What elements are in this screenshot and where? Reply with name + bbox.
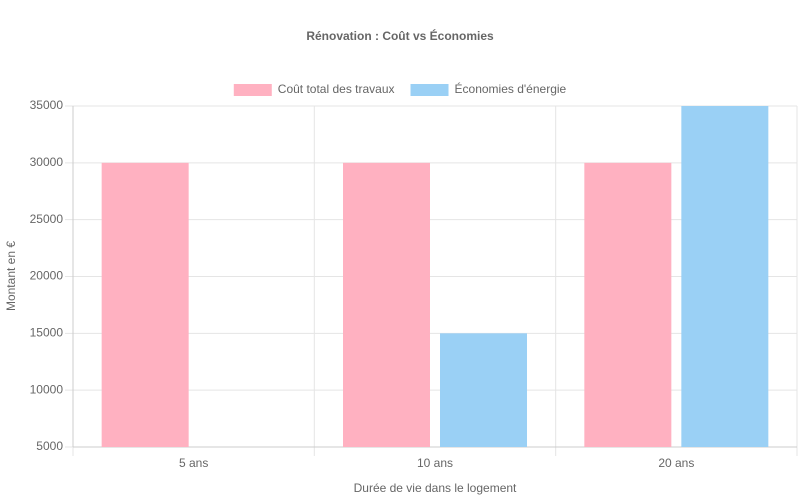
y-tick-label: 5000 bbox=[36, 439, 63, 453]
legend-label: Coût total des travaux bbox=[278, 82, 395, 96]
chart-title: Rénovation : Coût vs Économies bbox=[306, 28, 494, 43]
x-tick-label: 5 ans bbox=[179, 456, 208, 470]
y-tick-label: 20000 bbox=[30, 269, 64, 283]
y-tick-label: 25000 bbox=[30, 212, 64, 226]
y-tick-label: 30000 bbox=[30, 155, 64, 169]
legend-swatch bbox=[233, 84, 272, 96]
y-tick-label: 35000 bbox=[30, 98, 64, 112]
y-axis-title: Montant en € bbox=[4, 241, 18, 311]
y-tick-label: 15000 bbox=[30, 326, 64, 340]
x-tick-label: 10 ans bbox=[417, 456, 453, 470]
x-axis-title: Durée de vie dans le logement bbox=[354, 481, 517, 495]
x-tick-label: 20 ans bbox=[658, 456, 694, 470]
legend-swatch bbox=[410, 84, 449, 96]
y-tick-label: 10000 bbox=[30, 382, 64, 396]
bar bbox=[440, 333, 527, 447]
legend-label: Économies d'énergie bbox=[455, 81, 567, 96]
bar bbox=[584, 162, 672, 448]
bar bbox=[681, 106, 769, 447]
bar bbox=[343, 162, 430, 448]
bar bbox=[101, 162, 189, 448]
